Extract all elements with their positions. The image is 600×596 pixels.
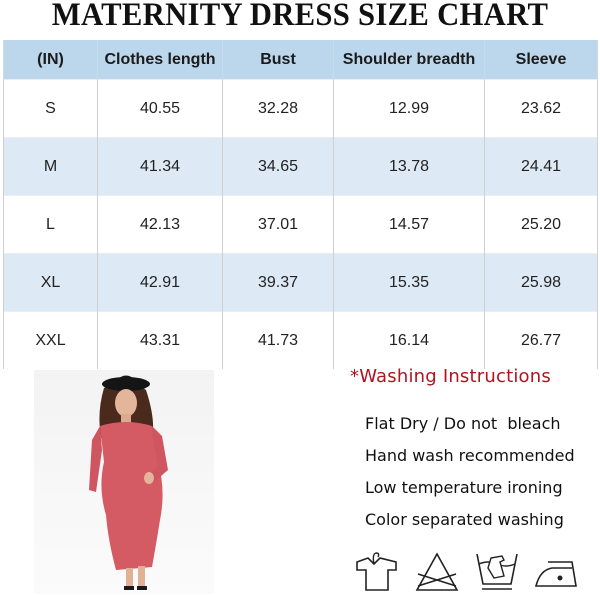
- bust-cell: 39.37: [222, 253, 334, 312]
- washing-instruction-item: Hand wash recommended: [365, 446, 575, 465]
- clothes-length-cell: 42.13: [97, 195, 223, 254]
- shoulder-breadth-cell: 12.99: [333, 79, 485, 138]
- size-cell: XL: [3, 253, 98, 312]
- model-in-dress-illustration: [89, 375, 168, 590]
- bust-cell: 37.01: [222, 195, 334, 254]
- hang-dry-icon: [356, 552, 397, 591]
- page-title: MATERNITY DRESS SIZE CHART: [51, 0, 549, 33]
- sleeve-cell: 25.20: [484, 195, 598, 254]
- model-photo: [34, 370, 214, 594]
- column-header-bust: Bust: [222, 40, 334, 80]
- table-row: S 40.55 32.28 12.99 23.62: [3, 79, 598, 138]
- clothes-length-cell: 43.31: [97, 311, 223, 369]
- sleeve-cell: 25.98: [484, 253, 598, 312]
- size-cell: S: [3, 79, 98, 138]
- shoulder-breadth-cell: 16.14: [333, 311, 485, 369]
- bust-cell: 34.65: [222, 137, 334, 196]
- size-cell: XXL: [3, 311, 98, 369]
- size-cell: M: [3, 137, 98, 196]
- column-header-sleeve: Sleeve: [484, 40, 598, 80]
- washing-instructions-title: *Washing Instructions: [350, 366, 551, 387]
- do-not-bleach-icon: [415, 552, 459, 591]
- shoulder-breadth-cell: 14.57: [333, 195, 485, 254]
- bust-cell: 41.73: [222, 311, 334, 369]
- washing-instruction-item: Color separated washing: [365, 510, 564, 529]
- bust-cell: 32.28: [222, 79, 334, 138]
- hand-wash-icon: [476, 553, 518, 590]
- washing-instruction-item: Low temperature ironing: [365, 478, 563, 497]
- column-header-shoulder-breadth: Shoulder breadth: [333, 40, 485, 80]
- sleeve-cell: 24.41: [484, 137, 598, 196]
- iron-low-temp-icon: [534, 561, 577, 587]
- table-row: M 41.34 34.65 13.78 24.41: [3, 137, 598, 196]
- table-header-row: (IN) Clothes length Bust Shoulder breadt…: [3, 40, 598, 80]
- table-row: L 42.13 37.01 14.57 25.20: [3, 195, 598, 254]
- size-chart-table: (IN) Clothes length Bust Shoulder breadt…: [3, 40, 598, 369]
- sleeve-cell: 26.77: [484, 311, 598, 369]
- sleeve-cell: 23.62: [484, 79, 598, 138]
- column-header-unit: (IN): [3, 40, 98, 80]
- care-symbols: [354, 550, 594, 592]
- table-row: XXL 43.31 41.73 16.14 26.77: [3, 311, 598, 369]
- clothes-length-cell: 40.55: [97, 79, 223, 138]
- washing-instruction-item: Flat Dry / Do not bleach: [365, 414, 561, 433]
- table-row: XL 42.91 39.37 15.35 25.98: [3, 253, 598, 312]
- shoulder-breadth-cell: 15.35: [333, 253, 485, 312]
- clothes-length-cell: 41.34: [97, 137, 223, 196]
- shoulder-breadth-cell: 13.78: [333, 137, 485, 196]
- washing-instructions-list: Flat Dry / Do not bleach Hand wash recom…: [365, 412, 575, 540]
- column-header-clothes-length: Clothes length: [97, 40, 223, 80]
- clothes-length-cell: 42.91: [97, 253, 223, 312]
- size-cell: L: [3, 195, 98, 254]
